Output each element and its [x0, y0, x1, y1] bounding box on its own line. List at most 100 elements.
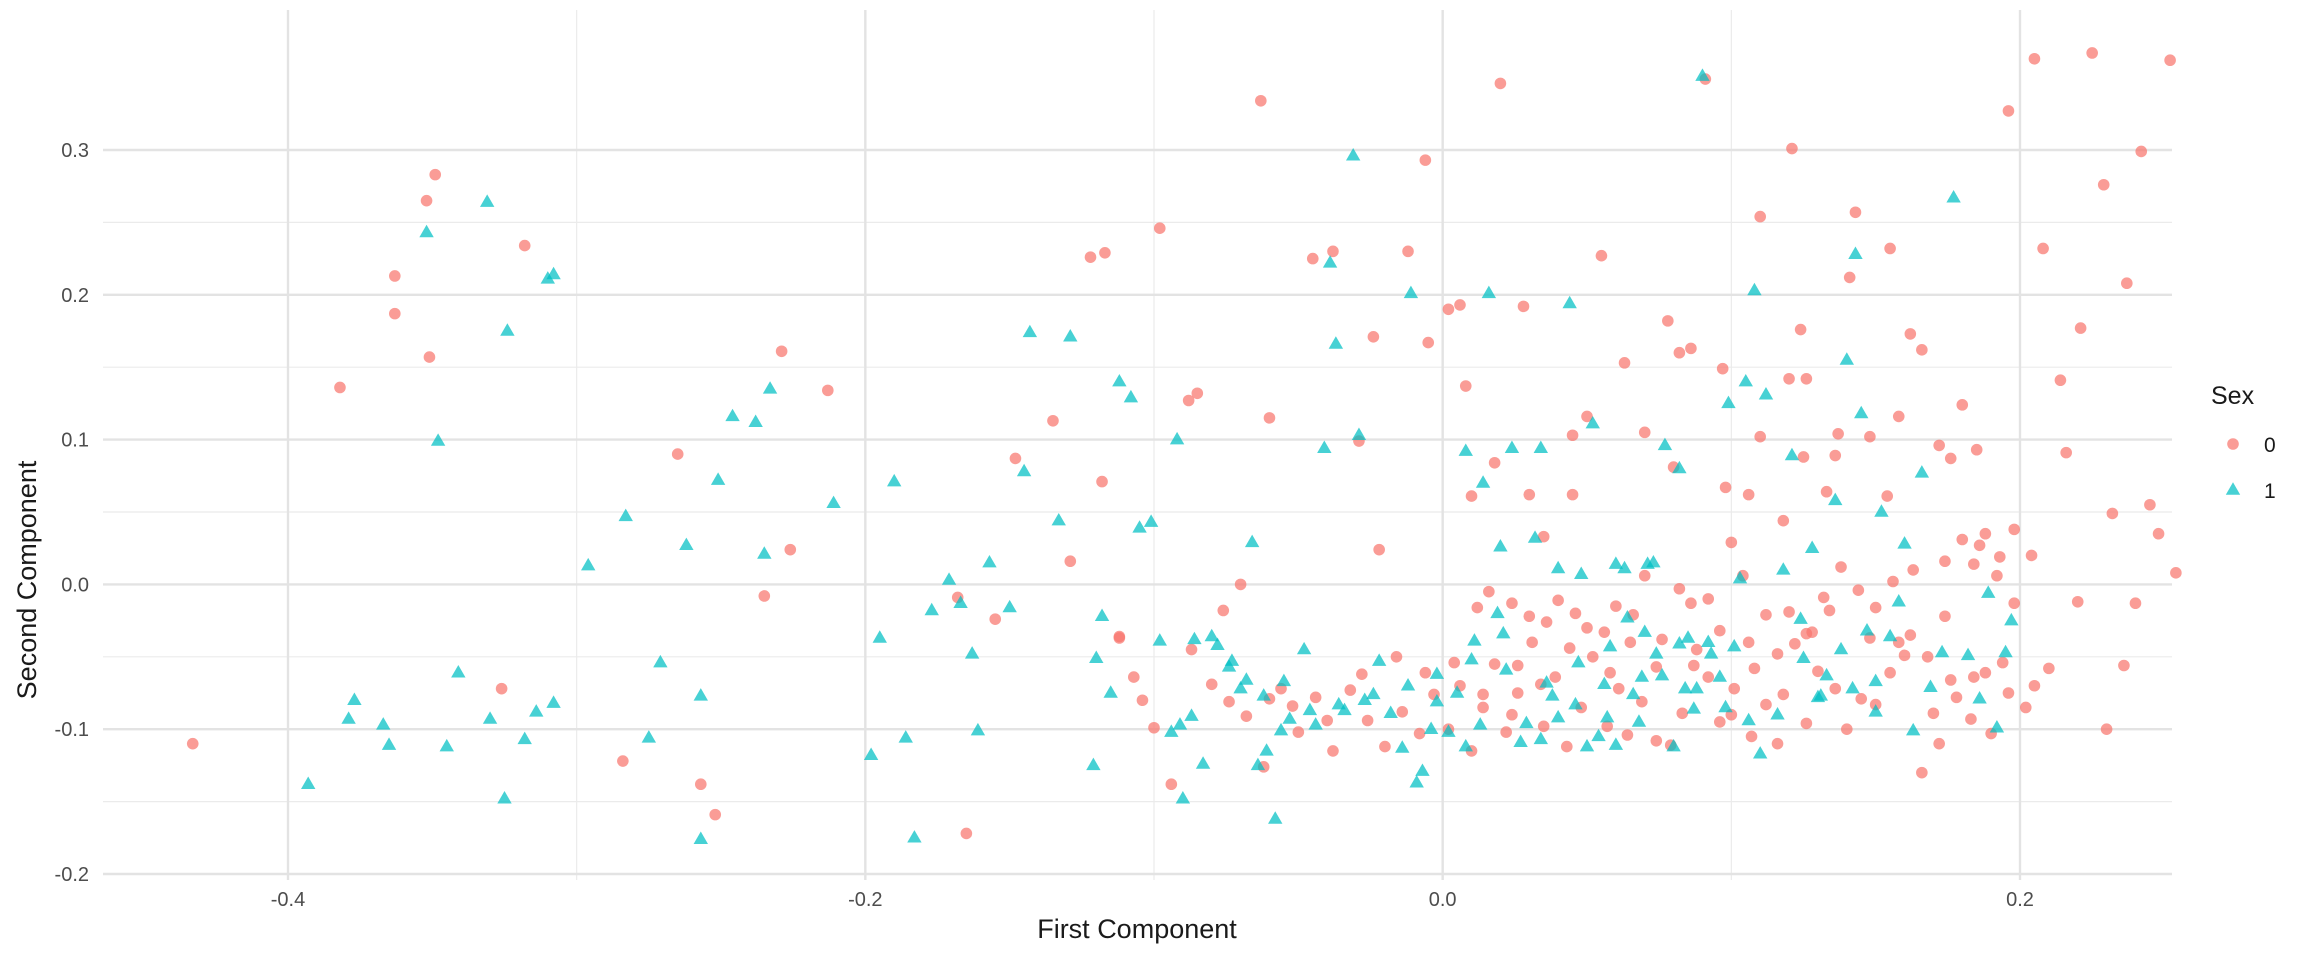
point-sex-0 [518, 239, 531, 252]
point-sex-0 [1806, 626, 1818, 638]
point-sex-1 [1562, 295, 1577, 309]
point-sex-1 [1649, 646, 1664, 659]
point-sex-1 [762, 381, 778, 394]
point-sex-0 [1921, 651, 1934, 663]
point-sex-0 [1968, 671, 1980, 683]
point-sex-1 [1366, 686, 1381, 700]
point-sex-1 [887, 473, 902, 487]
point-sex-0 [1956, 533, 1969, 546]
point-sex-1 [1689, 680, 1704, 694]
point-sex-0 [2028, 679, 2041, 692]
point-sex-1 [1221, 659, 1237, 672]
point-sex-0 [1789, 637, 1801, 650]
point-sex-1 [1464, 651, 1479, 665]
point-sex-0 [1869, 601, 1882, 614]
point-sex-0 [1327, 245, 1339, 258]
point-sex-0 [2071, 595, 2084, 608]
point-sex-0 [1217, 604, 1230, 617]
y-tick-label: -0.2 [55, 864, 89, 886]
point-sex-0 [1760, 698, 1772, 711]
point-sex-1 [693, 831, 708, 844]
point-sex-0 [1835, 561, 1847, 573]
point-sex-0 [1511, 687, 1524, 699]
point-sex-1 [546, 695, 561, 708]
x-tick-label: -0.2 [848, 889, 882, 911]
point-sex-1 [1646, 554, 1661, 568]
point-sex-1 [1654, 667, 1670, 681]
point-sex-1 [1718, 699, 1733, 713]
point-sex-1 [497, 790, 512, 804]
point-sex-1 [1268, 811, 1283, 824]
point-sex-1 [953, 595, 968, 608]
point-sex-0 [1127, 671, 1140, 683]
point-sex-0 [1829, 682, 1842, 695]
point-sex-0 [1685, 342, 1697, 355]
point-sex-1 [1732, 570, 1748, 584]
point-sex-1 [1063, 329, 1078, 342]
point-sex-0 [1511, 659, 1524, 672]
point-sex-0 [1713, 716, 1726, 728]
point-sex-0 [1662, 315, 1674, 327]
point-sex-0 [423, 351, 436, 363]
point-sex-1 [1631, 714, 1647, 727]
point-sex-1 [1796, 650, 1811, 663]
point-sex-0 [389, 270, 401, 282]
point-sex-0 [822, 384, 834, 397]
point-sex-1 [1089, 650, 1104, 663]
y-tick-label: 0.1 [61, 430, 89, 452]
point-sex-1 [1345, 148, 1361, 161]
point-sex-1 [1770, 706, 1785, 720]
point-sex-0 [1745, 730, 1758, 743]
point-sex-0 [2118, 659, 2130, 672]
point-sex-0 [1673, 582, 1686, 595]
point-sex-1 [1637, 624, 1652, 637]
point-sex-0 [1800, 717, 1813, 730]
point-sex-1 [1490, 605, 1505, 619]
point-sex-1 [451, 664, 466, 678]
point-sex-1 [1351, 427, 1367, 440]
point-sex-1 [341, 711, 356, 724]
point-sex-1 [1169, 431, 1185, 445]
y-tick-label: 0.0 [61, 574, 89, 596]
point-sex-1 [1276, 673, 1292, 687]
point-sex-0 [1113, 632, 1126, 644]
point-sex-1 [1868, 704, 1883, 717]
point-sex-0 [1950, 691, 1963, 704]
y-axis-tick-labels: -0.2 -0.1 0.0 0.1 0.2 0.3 [55, 140, 89, 886]
point-sex-1 [1415, 763, 1430, 776]
point-sex-1 [1164, 724, 1179, 737]
point-sex-0 [1367, 330, 1380, 343]
point-sex-0 [1702, 671, 1715, 683]
point-sex-0 [1390, 651, 1403, 663]
point-sex-0 [1800, 372, 1813, 385]
point-sex-1 [1701, 634, 1716, 648]
point-sex-0 [1973, 539, 1986, 552]
point-sex-0 [1621, 729, 1634, 741]
point-sex-0 [1797, 451, 1810, 463]
point-sex-0 [1881, 490, 1894, 502]
point-sex-1 [1721, 395, 1736, 409]
point-sex-0 [2025, 549, 2038, 562]
point-sex-0 [2129, 597, 2142, 610]
point-sex-1 [1753, 746, 1768, 759]
point-sex-1 [1608, 737, 1624, 750]
point-sex-0 [1165, 778, 1178, 791]
point-sex-0 [1465, 490, 1478, 502]
point-sex-0 [1099, 247, 1111, 259]
point-sex-0 [1610, 600, 1622, 612]
point-sex-0 [1612, 682, 1625, 695]
point-sex-0 [1396, 706, 1409, 718]
point-sex-0 [1638, 426, 1651, 439]
point-sex-0 [709, 808, 722, 821]
point-sex-0 [1552, 594, 1564, 607]
point-sex-0 [1884, 666, 1896, 679]
point-sex-0 [1483, 585, 1495, 598]
point-sex-0 [2060, 446, 2072, 459]
point-sex-0 [334, 381, 346, 394]
point-sex-1 [1741, 712, 1756, 726]
point-sex-1 [1086, 757, 1101, 771]
point-sex-0 [2164, 54, 2176, 67]
point-sex-0 [1760, 609, 1772, 621]
point-sex-0 [2144, 498, 2156, 511]
point-sex-0 [2054, 374, 2067, 387]
